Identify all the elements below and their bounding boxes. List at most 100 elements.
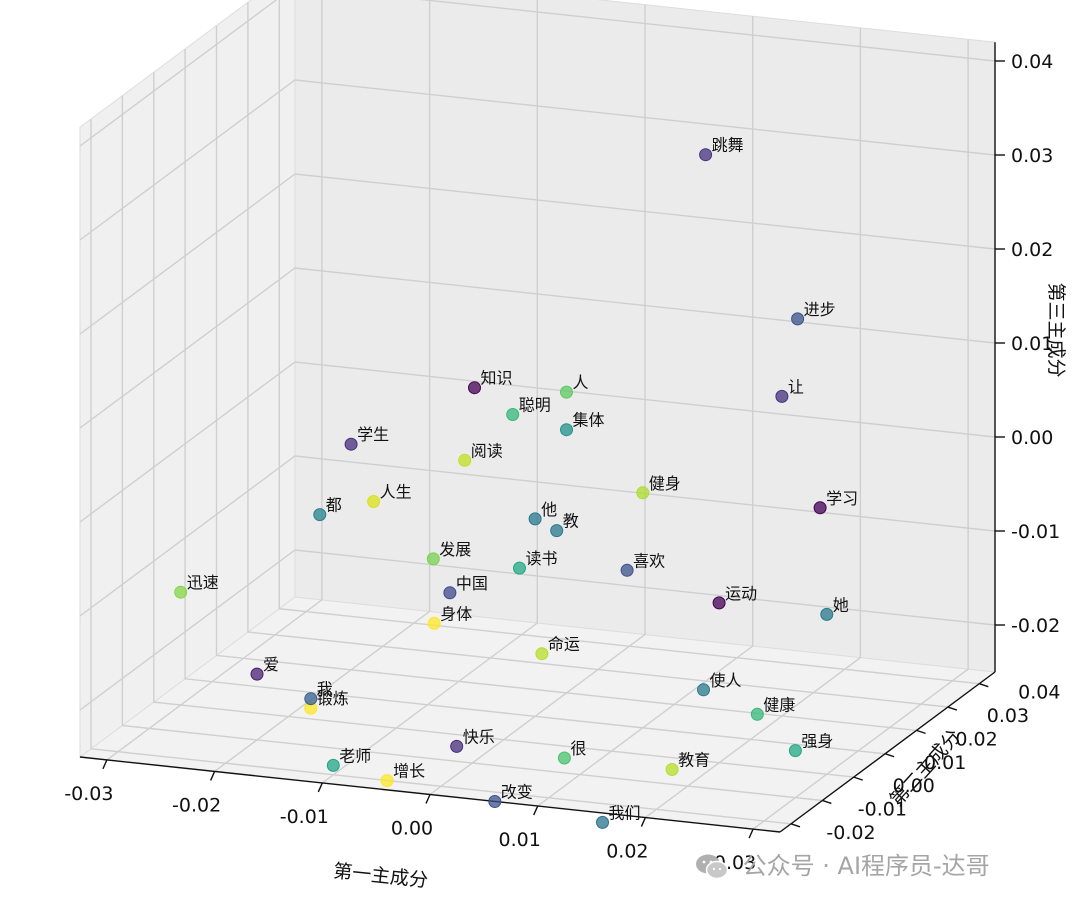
y-tick-label: 0.01 (924, 752, 966, 774)
x-tick-label: 0.02 (606, 841, 648, 863)
y-tick-mark (884, 753, 895, 758)
point-label: 知识 (481, 369, 513, 388)
point-label: 让 (788, 377, 804, 396)
data-point (535, 647, 549, 661)
z-tick-label: 0.04 (1011, 51, 1053, 73)
x-tick-mark (748, 828, 754, 839)
data-point (820, 607, 834, 621)
data-point (813, 501, 827, 515)
data-point (326, 758, 340, 772)
data-point (313, 508, 327, 522)
x-tick-mark (533, 805, 539, 816)
point-label: 改变 (501, 783, 533, 802)
y-axis-line (779, 671, 996, 833)
point-label: 人生 (380, 483, 412, 502)
data-point (506, 408, 520, 421)
x-grid-line (214, 0, 431, 772)
z-tick-label: 0.02 (1011, 239, 1053, 261)
point-label: 进步 (804, 300, 836, 319)
y-tick-mark (979, 683, 989, 688)
data-point (788, 744, 802, 758)
grid-lines (79, 0, 996, 830)
point-label: 都 (326, 496, 342, 515)
y-grid-line (121, 95, 823, 802)
point-label: 快乐 (463, 727, 495, 746)
point-label: 增长 (393, 762, 425, 781)
point-label: 学生 (357, 425, 389, 444)
point-label: 锻炼 (317, 689, 349, 708)
y-grid-line (153, 72, 854, 778)
point-label: 使人 (710, 671, 742, 690)
point-label: 集体 (573, 411, 605, 430)
x-grid-line (321, 0, 538, 784)
data-point (557, 751, 571, 765)
point-label: 健康 (763, 695, 795, 714)
data-point (344, 437, 358, 451)
y-grid-line (247, 2, 948, 708)
z-tick-label: 0.03 (1011, 145, 1053, 167)
data-point (550, 524, 564, 538)
point-label: 运动 (725, 584, 757, 603)
point-label: 读书 (526, 549, 558, 568)
x-grid-line (537, 16, 754, 807)
data-point (560, 423, 573, 437)
z-grid-line (79, 0, 996, 147)
data-point (528, 512, 542, 526)
data-point (426, 552, 440, 566)
z-grid-line (79, 549, 996, 711)
data-point (620, 563, 634, 577)
z-axis-label: 第三主成分 (1045, 282, 1067, 377)
x-tick-mark (102, 759, 108, 770)
data-point (468, 381, 481, 395)
x-grid-line (752, 39, 969, 830)
z-grid-line (79, 361, 996, 523)
z-grid-line (79, 267, 996, 429)
point-label: 我们 (609, 803, 641, 822)
data-point (750, 707, 764, 721)
point-label: 阅读 (471, 441, 503, 460)
data-point (380, 774, 394, 788)
y-tick-mark (916, 729, 926, 735)
point-label: 学习 (826, 489, 858, 508)
point-label: 跳舞 (712, 136, 744, 155)
x-tick-mark (425, 794, 431, 804)
watermark: 公众号 · AI程序员-达哥 (695, 846, 990, 881)
x-tick-mark (209, 771, 216, 781)
data-point (697, 683, 710, 697)
x-tick-label: -0.02 (172, 794, 221, 816)
y-tick-mark (853, 776, 863, 781)
data-point (304, 692, 318, 706)
y-tick-label: -0.01 (858, 798, 907, 820)
point-label: 爱 (263, 655, 279, 674)
data-point (488, 795, 502, 808)
point-label: 教 (563, 512, 579, 531)
y-tick-label: 0.04 (1018, 682, 1060, 704)
y-tick-label: 0.00 (893, 775, 935, 797)
data-point (458, 453, 472, 467)
x-tick-mark (640, 817, 647, 827)
y-tick-mark (947, 706, 958, 711)
x-tick-label: -0.01 (280, 806, 329, 828)
z-grid-line (79, 173, 996, 335)
point-label: 我 (317, 680, 333, 699)
point-label: 命运 (548, 635, 580, 654)
z-tick-label: -0.02 (1011, 615, 1060, 637)
z-tick-label: -0.01 (1011, 521, 1060, 543)
data-point (636, 486, 650, 500)
x-tick-label: 0.01 (499, 829, 541, 851)
y-tick-label: 0.02 (955, 728, 997, 750)
y-tick-mark (790, 823, 801, 828)
data-point (791, 312, 805, 326)
point-label: 喜欢 (633, 551, 665, 570)
y-tick-label: 0.03 (987, 705, 1029, 727)
point-label: 健身 (649, 474, 681, 493)
data-point (367, 495, 381, 508)
data-point (665, 763, 679, 776)
point-label: 老师 (339, 746, 371, 765)
data-point (712, 596, 726, 610)
y-grid-line (278, 0, 980, 685)
data-point (450, 739, 464, 753)
point-label: 中国 (456, 574, 488, 593)
